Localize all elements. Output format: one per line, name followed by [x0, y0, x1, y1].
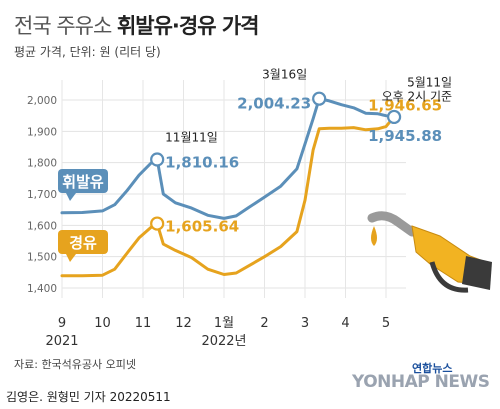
data-labels: 1,810.16 11월11일 1,605.64 2,004.23 3월16일 1,946… — [165, 68, 452, 236]
x-tick-label: 3 — [301, 316, 309, 331]
source-note: 자료: 한국석유공사 오피넷 — [14, 358, 137, 371]
series-lines — [60, 97, 396, 278]
y-tick-label: 1,600 — [27, 220, 57, 232]
chart-title-light: 전국 주유소 — [14, 14, 112, 38]
data-label: 1,605.64 — [165, 218, 239, 236]
data-label: 1,810.16 — [165, 153, 239, 171]
series-line-gasoline — [60, 97, 396, 220]
point-marker — [387, 109, 402, 125]
x-tick-label: 11 — [135, 316, 152, 331]
series-line-diesel — [60, 115, 396, 278]
year-label: 2021 — [45, 334, 78, 349]
legend-label: 경유 — [69, 234, 97, 252]
data-label: 1,946.65 — [368, 97, 442, 115]
grid-lines — [61, 80, 406, 298]
x-tick-label: 10 — [94, 316, 111, 331]
y-tick-label: 1,400 — [27, 283, 57, 295]
chart-title-bold: 휘발유·경유 가격 — [116, 14, 260, 38]
x-tick-label: 12 — [175, 316, 192, 331]
fuel-nozzle-icon — [367, 211, 492, 293]
point-marker — [312, 91, 327, 106]
axes: 1,400 1,500 1,600 1,700 1,800 1,900 2,000 9 10 11… — [27, 95, 390, 349]
x-tick-label: 4 — [341, 316, 349, 331]
date-label: 5월11일 — [407, 76, 452, 90]
legend-box — [58, 169, 108, 193]
data-label: 2,004.23 — [237, 95, 311, 113]
byline: 김영은. 원형민 기자 20220511 — [6, 390, 171, 404]
yonhap-logo-korean: 연합뉴스 — [412, 362, 453, 375]
y-tick-label: 1,700 — [27, 189, 57, 201]
year-label: 2022년 — [201, 334, 246, 349]
legend-box — [58, 230, 108, 254]
point-markers — [150, 91, 402, 231]
x-tick-label: 1월 — [214, 316, 234, 331]
legend-label: 휘발유 — [62, 173, 104, 191]
legend-pointer — [66, 254, 76, 262]
y-tick-label: 1,900 — [27, 126, 57, 138]
data-label: 1,945.88 — [368, 127, 442, 145]
y-tick-label: 1,800 — [27, 158, 57, 170]
y-tick-label: 1,500 — [27, 252, 57, 264]
date-label: 3월16일 — [262, 68, 307, 82]
x-tick-label: 2 — [260, 316, 268, 331]
yonhap-logo: YONHAP NEWS — [352, 372, 490, 392]
point-marker — [150, 152, 165, 167]
chart-subtitle: 평균 가격, 단위: 원 (리터 당) — [14, 45, 161, 59]
x-tick-label: 5 — [382, 316, 390, 331]
legend-pointer — [66, 193, 76, 201]
y-tick-label: 2,000 — [27, 95, 57, 107]
point-marker — [150, 216, 165, 231]
x-tick-label: 9 — [58, 316, 66, 331]
chart-title: 전국 주유소 휘발유·경유 가격 — [14, 10, 259, 40]
date-label: 11월11일 — [165, 130, 218, 144]
note-label: 오후 2시 기준 — [382, 90, 452, 104]
